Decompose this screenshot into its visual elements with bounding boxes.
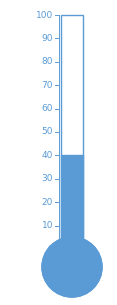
Text: 60: 60 — [42, 104, 53, 113]
Text: 40: 40 — [42, 151, 53, 160]
Text: 70: 70 — [42, 81, 53, 90]
Text: 90: 90 — [42, 34, 53, 43]
Bar — [61, 156, 83, 249]
Bar — [61, 15, 83, 249]
Text: 100: 100 — [36, 10, 53, 20]
Text: 30: 30 — [42, 174, 53, 183]
Text: 20: 20 — [42, 198, 53, 207]
Text: 80: 80 — [42, 57, 53, 66]
Text: 10: 10 — [42, 221, 53, 230]
Text: 50: 50 — [42, 127, 53, 137]
Circle shape — [42, 237, 102, 297]
Text: 0: 0 — [47, 245, 53, 253]
Bar — [61, 247, 83, 261]
Bar — [61, 15, 83, 249]
